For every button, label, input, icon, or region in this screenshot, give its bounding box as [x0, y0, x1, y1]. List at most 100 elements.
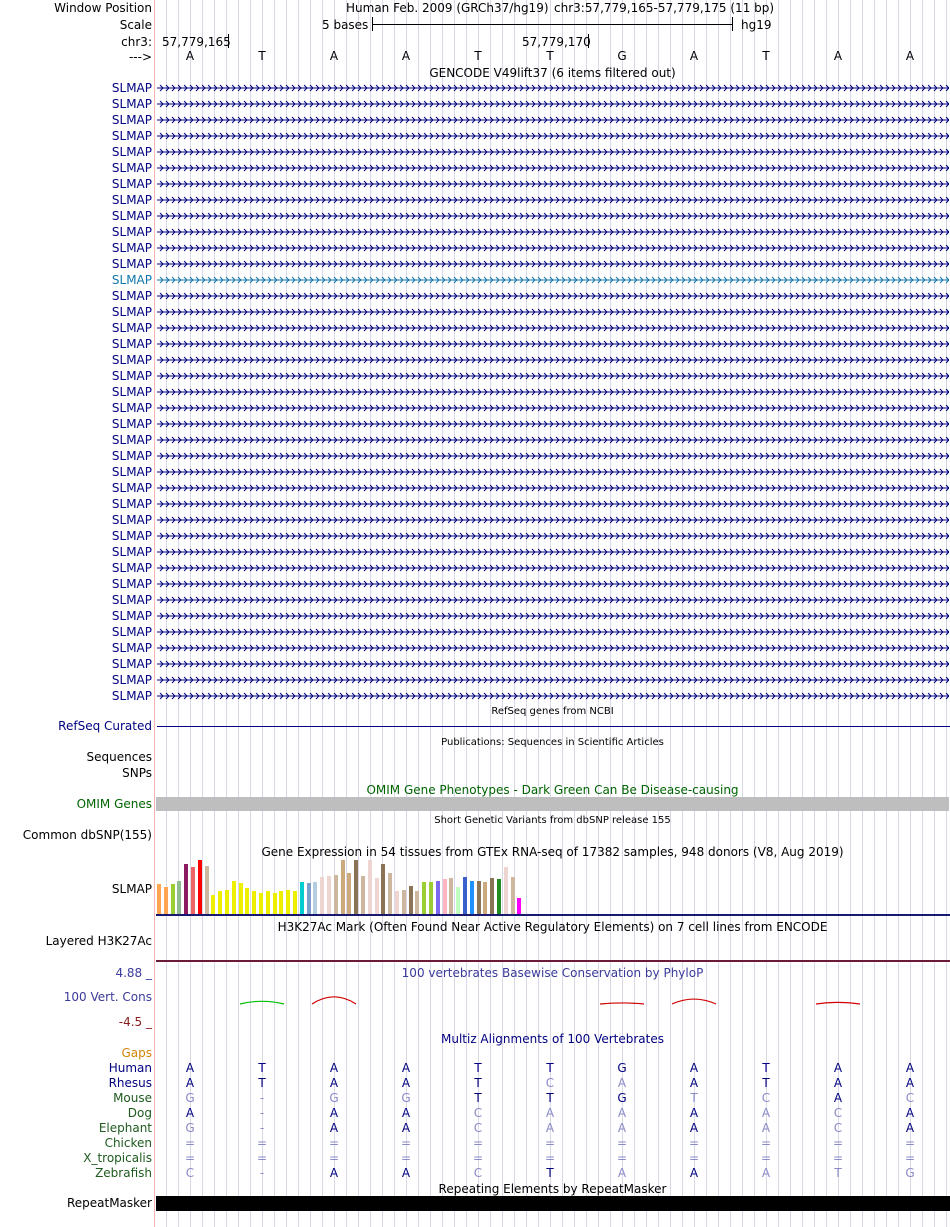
gencode-item-feature[interactable] — [157, 289, 950, 303]
repeatmasker-feature[interactable] — [156, 1196, 950, 1211]
gtex-tissue-bar[interactable] — [449, 878, 454, 914]
gtex-tissue-bar[interactable] — [469, 881, 474, 914]
gencode-item-label[interactable]: SLMAP — [111, 129, 152, 143]
publications-title[interactable]: Publications: Sequences in Scientific Ar… — [441, 737, 664, 748]
gtex-tissue-bar[interactable] — [361, 876, 365, 914]
gencode-item-feature[interactable] — [157, 689, 950, 703]
gtex-tissue-bar[interactable] — [293, 891, 297, 914]
gencode-item-label[interactable]: SLMAP — [111, 177, 152, 191]
gencode-item-feature[interactable] — [157, 417, 950, 431]
gencode-item-label[interactable]: SLMAP — [111, 529, 152, 543]
species-label[interactable]: Mouse — [113, 1091, 152, 1105]
gencode-item-label[interactable]: SLMAP — [111, 193, 152, 207]
multiz-title[interactable]: Multiz Alignments of 100 Vertebrates — [440, 1032, 665, 1046]
gtex-tissue-bar[interactable] — [177, 881, 182, 914]
gtex-label[interactable]: SLMAP — [111, 882, 152, 896]
gtex-tissue-bar[interactable] — [306, 883, 311, 914]
gtex-tissue-bar[interactable] — [265, 891, 270, 914]
h3k27ac-title[interactable]: H3K27Ac Mark (Often Found Near Active Re… — [277, 920, 828, 934]
gencode-item-label[interactable]: SLMAP — [111, 497, 152, 511]
gtex-tissue-bar[interactable] — [184, 864, 189, 914]
gencode-item-feature[interactable] — [157, 497, 950, 511]
gtex-tissue-bar[interactable] — [299, 882, 304, 914]
gencode-item-label[interactable]: SLMAP — [111, 657, 152, 671]
gencode-item-label[interactable]: SLMAP — [111, 433, 152, 447]
h3k27ac-label[interactable]: Layered H3K27Ac — [45, 934, 152, 948]
gtex-tissue-bar[interactable] — [381, 864, 386, 914]
refseq-feature[interactable] — [157, 726, 950, 727]
gencode-item-feature[interactable] — [157, 465, 950, 479]
gencode-item-feature[interactable] — [157, 369, 950, 383]
gencode-item-feature[interactable] — [157, 577, 950, 591]
gencode-item-feature[interactable] — [157, 673, 950, 687]
cons-title[interactable]: 100 vertebrates Basewise Conservation by… — [401, 966, 704, 980]
gtex-tissue-bar[interactable] — [191, 867, 195, 914]
gencode-item-label[interactable]: SLMAP — [111, 321, 152, 335]
gencode-item-label[interactable]: SLMAP — [111, 369, 152, 383]
gencode-item-label[interactable]: SLMAP — [111, 273, 152, 287]
gencode-item-label[interactable]: SLMAP — [111, 145, 152, 159]
gtex-tissue-bar[interactable] — [347, 873, 352, 914]
gencode-item-feature[interactable] — [157, 353, 950, 367]
gtex-tissue-bar[interactable] — [429, 882, 433, 914]
repeatmasker-label[interactable]: RepeatMasker — [66, 1196, 152, 1210]
gencode-item-feature[interactable] — [157, 545, 950, 559]
gencode-item-label[interactable]: SLMAP — [111, 225, 152, 239]
gtex-tissue-bar[interactable] — [517, 898, 522, 914]
gencode-item-label[interactable]: SLMAP — [111, 577, 152, 591]
dbsnp-title[interactable]: Short Genetic Variants from dbSNP releas… — [434, 815, 671, 826]
gtex-tissue-bar[interactable] — [231, 881, 236, 914]
gtex-tissue-bar[interactable] — [503, 867, 508, 914]
gtex-tissue-bar[interactable] — [395, 891, 399, 914]
gencode-item-label[interactable]: SLMAP — [111, 625, 152, 639]
gtex-tissue-bar[interactable] — [476, 881, 481, 914]
species-label[interactable]: Elephant — [98, 1121, 152, 1135]
cons-plot[interactable] — [156, 985, 950, 1015]
gtex-tissue-bar[interactable] — [225, 890, 229, 914]
gencode-item-label[interactable]: SLMAP — [111, 305, 152, 319]
gtex-tissue-bar[interactable] — [490, 878, 495, 914]
gencode-title[interactable]: GENCODE V49lift37 (6 items filtered out) — [429, 66, 676, 80]
gencode-item-feature[interactable] — [157, 449, 950, 463]
gencode-item-label[interactable]: SLMAP — [111, 689, 152, 703]
repeatmasker-title[interactable]: Repeating Elements by RepeatMasker — [438, 1182, 667, 1196]
gencode-item-label[interactable]: SLMAP — [111, 481, 152, 495]
gencode-item-label[interactable]: SLMAP — [111, 113, 152, 127]
gtex-chart[interactable] — [156, 860, 556, 914]
gencode-item-label[interactable]: SLMAP — [111, 97, 152, 111]
gencode-item-label[interactable]: SLMAP — [111, 401, 152, 415]
gtex-tissue-bar[interactable] — [415, 891, 420, 914]
gtex-tissue-bar[interactable] — [211, 895, 216, 914]
gencode-item-label[interactable]: SLMAP — [111, 449, 152, 463]
gencode-item-feature[interactable] — [157, 529, 950, 543]
gtex-tissue-bar[interactable] — [272, 893, 277, 914]
species-label[interactable]: Rhesus — [108, 1076, 152, 1090]
gtex-tissue-bar[interactable] — [333, 875, 338, 914]
gencode-item-feature[interactable] — [157, 193, 950, 207]
gtex-tissue-bar[interactable] — [408, 886, 413, 914]
gencode-item-label[interactable]: SLMAP — [111, 545, 152, 559]
gtex-title[interactable]: Gene Expression in 54 tissues from GTEx … — [261, 845, 844, 859]
gtex-tissue-bar[interactable] — [435, 881, 440, 914]
refseq-title[interactable]: RefSeq genes from NCBI — [491, 706, 614, 717]
gencode-item-feature[interactable] — [157, 209, 950, 223]
gencode-item-label[interactable]: SLMAP — [111, 161, 152, 175]
gtex-tissue-bar[interactable] — [170, 884, 175, 914]
gencode-item-feature[interactable] — [157, 321, 950, 335]
gtex-tissue-bar[interactable] — [163, 887, 168, 914]
gencode-item-label[interactable]: SLMAP — [111, 257, 152, 271]
gencode-item-label[interactable]: SLMAP — [111, 353, 152, 367]
gtex-tissue-bar[interactable] — [157, 884, 161, 914]
gtex-tissue-bar[interactable] — [497, 879, 501, 914]
gencode-item-feature[interactable] — [157, 433, 950, 447]
species-label[interactable]: Dog — [127, 1106, 152, 1120]
gencode-item-feature[interactable] — [157, 385, 950, 399]
gencode-item-feature[interactable] — [157, 273, 950, 287]
gtex-tissue-bar[interactable] — [259, 893, 263, 914]
gencode-item-feature[interactable] — [157, 305, 950, 319]
gencode-item-feature[interactable] — [157, 145, 950, 159]
species-label[interactable]: Zebrafish — [95, 1166, 152, 1180]
sequences-label[interactable]: Sequences — [86, 750, 152, 764]
gencode-item-label[interactable]: SLMAP — [111, 465, 152, 479]
gtex-tissue-bar[interactable] — [320, 877, 325, 914]
